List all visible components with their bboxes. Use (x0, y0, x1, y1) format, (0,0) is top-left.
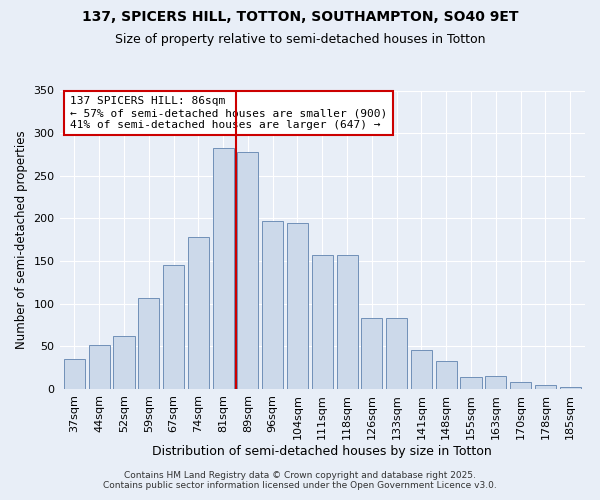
Y-axis label: Number of semi-detached properties: Number of semi-detached properties (15, 130, 28, 349)
Bar (411, 350, 432, 389)
X-axis label: Distribution of semi-detached houses by size in Totton: Distribution of semi-detached houses by … (152, 444, 492, 458)
Bar (64, 359, 85, 389)
Text: Size of property relative to semi-detached houses in Totton: Size of property relative to semi-detach… (115, 32, 485, 46)
Bar (485, 376, 506, 389)
Text: Contains HM Land Registry data © Crown copyright and database right 2025.
Contai: Contains HM Land Registry data © Crown c… (103, 470, 497, 490)
Bar (560, 388, 581, 389)
Bar (89, 344, 110, 389)
Bar (535, 385, 556, 389)
Bar (460, 377, 482, 389)
Bar (113, 336, 134, 389)
Bar (312, 255, 333, 389)
Bar (386, 318, 407, 389)
Bar (163, 266, 184, 389)
Bar (510, 382, 531, 389)
Bar (262, 221, 283, 389)
Bar (238, 152, 259, 389)
Bar (188, 237, 209, 389)
Bar (436, 361, 457, 389)
Bar (337, 255, 358, 389)
Text: 137, SPICERS HILL, TOTTON, SOUTHAMPTON, SO40 9ET: 137, SPICERS HILL, TOTTON, SOUTHAMPTON, … (82, 10, 518, 24)
Bar (287, 222, 308, 389)
Bar (138, 298, 160, 389)
Bar (361, 318, 382, 389)
Text: 137 SPICERS HILL: 86sqm
← 57% of semi-detached houses are smaller (900)
41% of s: 137 SPICERS HILL: 86sqm ← 57% of semi-de… (70, 96, 388, 130)
Bar (212, 148, 233, 389)
